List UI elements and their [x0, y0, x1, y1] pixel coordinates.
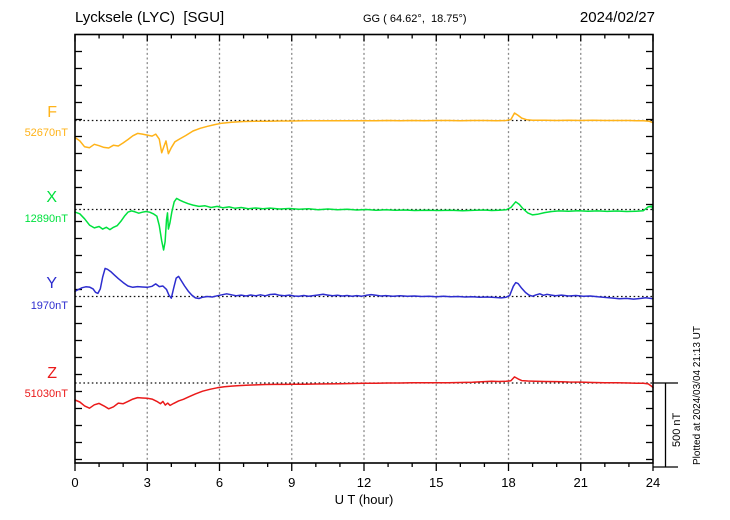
x-tick-label: 12 [356, 475, 372, 490]
x-tick-label: 6 [215, 475, 224, 490]
component-value-f: 52670nT [24, 127, 68, 139]
component-value-y: 1970nT [30, 300, 68, 312]
series-line-Z [74, 376, 654, 410]
series-line-Y [74, 267, 654, 300]
x-axis-title: U T (hour) [334, 492, 394, 507]
geographic-coordinates: GG ( 64.62°, 18.75°) [363, 13, 467, 25]
x-tick-label: 24 [645, 475, 661, 490]
x-tick-label: 15 [429, 475, 444, 490]
station-title: Lycksele (LYC) [SGU] [75, 9, 225, 26]
plot-date: 2024/02/27 [579, 9, 655, 26]
component-label-f: F [47, 104, 57, 121]
component-value-x: 12890nT [24, 213, 68, 225]
series-line-X [74, 197, 654, 251]
scale-bar-label: 500 nT [671, 412, 683, 447]
component-label-y: Y [46, 275, 57, 292]
plotted-at-note: Plotted at 2024/03/04 21:13 UT [692, 326, 703, 465]
x-tick-label: 0 [71, 475, 79, 490]
x-tick-label: 9 [288, 475, 296, 490]
x-tick-label: 21 [573, 475, 588, 490]
component-value-z: 51030nT [24, 388, 68, 400]
x-tick-label: 18 [501, 475, 516, 490]
plot-frame [74, 33, 654, 464]
component-label-z: Z [47, 365, 57, 382]
x-tick-label: 3 [143, 475, 151, 490]
series-line-F [74, 112, 654, 155]
component-label-x: X [46, 189, 57, 206]
